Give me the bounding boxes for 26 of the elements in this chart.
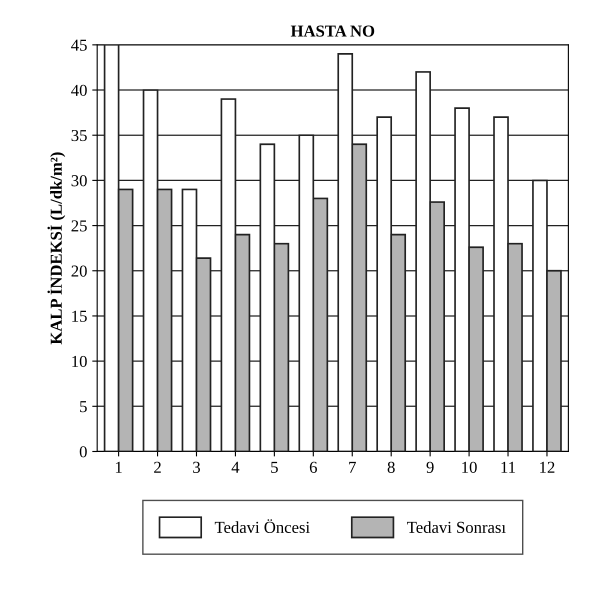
y-tick-label: 0 (80, 446, 87, 458)
x-tick-label: 5 (271, 462, 278, 473)
x-tick-label: 11 (501, 462, 516, 473)
y-tick-label: 5 (80, 401, 87, 412)
chart-title: HASTA NO (290, 25, 374, 37)
x-tick-label: 8 (388, 462, 395, 473)
x-tick-label: 6 (310, 462, 317, 473)
y-tick-label: 40 (71, 84, 87, 96)
x-tick-label: 7 (349, 462, 356, 473)
x-tick-label: 4 (232, 462, 240, 473)
y-axis-title: KALP İNDEKSİ (L/dk/m²) (47, 152, 66, 344)
y-tick-label: 30 (72, 175, 87, 186)
legend-label: Tedavi Öncesi (214, 519, 310, 533)
y-tick-label: 20 (72, 265, 87, 277)
y-tick-label: 25 (72, 220, 87, 232)
x-tick-label: 3 (193, 462, 200, 473)
x-tick-label: 1 (116, 462, 122, 473)
y-tick-label: 15 (72, 310, 87, 322)
y-tick-label: 10 (72, 356, 87, 368)
x-tick-label: 9 (426, 462, 434, 473)
x-tick-label: 12 (540, 462, 554, 473)
y-tick-label: 45 (71, 40, 87, 51)
legend-label: Tedavi Sonrası (407, 521, 506, 533)
x-tick-label: 10 (462, 462, 477, 473)
x-tick-label: 2 (154, 462, 161, 473)
y-tick-label: 35 (72, 130, 87, 142)
